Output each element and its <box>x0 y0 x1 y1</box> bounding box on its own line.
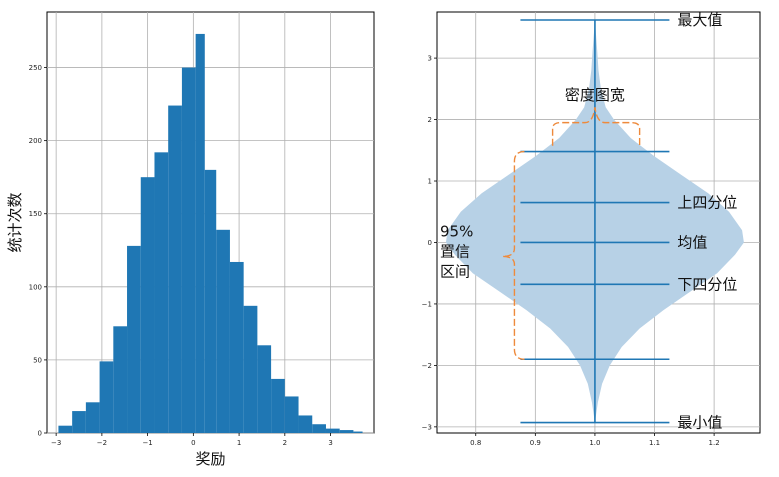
annotation-lower-quartile: 下四分位 <box>677 275 737 293</box>
histogram-bar <box>58 425 73 433</box>
histogram-bar <box>195 33 205 433</box>
histogram-bar <box>140 177 155 433</box>
histogram-bar <box>229 261 244 433</box>
violin-stat-lines <box>520 19 670 424</box>
annotation-ci-line3: 区间 <box>440 262 470 280</box>
annotation-min: 最小值 <box>677 414 722 432</box>
histogram-bar <box>99 361 114 433</box>
histogram-x-tick-label: −3 <box>51 439 61 447</box>
violin-panel: 0.8 0.9 1.0 1.1 1.2 −3 −2 −1 0 1 2 3 最大值 上四分位 均值 下四… <box>422 11 761 447</box>
annotation-max: 最大值 <box>677 11 722 29</box>
annotation-density-width: 密度图宽 <box>565 86 625 104</box>
violin-y-tick-label: 0 <box>428 239 432 247</box>
violin-x-tick-label: 1.2 <box>709 439 720 447</box>
histogram-y-tick-label: 200 <box>29 137 42 145</box>
violin-x-tick-label: 0.8 <box>470 439 481 447</box>
histogram-bar <box>113 326 128 433</box>
histogram-bar <box>154 152 169 434</box>
histogram-bar <box>127 245 141 433</box>
annotation-mean: 均值 <box>677 233 707 251</box>
histogram-bar <box>339 430 354 433</box>
histogram-bar <box>204 169 217 433</box>
violin-x-tick-label: 1.1 <box>649 439 660 447</box>
histogram-bar <box>298 415 313 433</box>
histogram-x-tick-label: 1 <box>237 439 241 447</box>
violin-x-tick-label: 1.0 <box>589 439 600 447</box>
histogram-y-axis-label: 统计次数 <box>6 192 24 252</box>
histogram-bars <box>58 33 363 434</box>
violin-y-tick-label: −2 <box>422 362 432 370</box>
violin-y-tick-label: 3 <box>428 55 432 63</box>
histogram-y-tick-label: 150 <box>29 210 42 218</box>
violin-ticks: 0.8 0.9 1.0 1.1 1.2 −3 −2 −1 0 1 2 3 <box>422 55 720 447</box>
violin-y-tick-label: −1 <box>422 300 432 308</box>
histogram-x-axis-label: 奖励 <box>195 450 225 468</box>
histogram-bar <box>312 424 326 433</box>
confidence-interval-bracket <box>502 150 525 360</box>
histogram-bar <box>85 402 100 433</box>
histogram-bar <box>257 345 272 433</box>
violin-y-tick-label: 2 <box>428 116 432 124</box>
histogram-bar <box>243 305 258 433</box>
histogram-x-tick-label: 0 <box>191 439 195 447</box>
histogram-x-tick-label: 3 <box>328 439 332 447</box>
histogram-bar <box>216 229 230 433</box>
histogram-y-tick-label: 0 <box>38 430 42 438</box>
annotation-ci-line1: 95% <box>440 222 473 240</box>
violin-plot-frame <box>436 11 761 434</box>
histogram-bar <box>353 431 363 433</box>
histogram-y-tick-label: 50 <box>33 356 42 364</box>
histogram-bar <box>168 105 182 434</box>
violin-brackets <box>502 107 641 360</box>
histogram-x-tick-label: −2 <box>97 439 107 447</box>
histogram-bar <box>72 411 86 433</box>
histogram-bar <box>181 67 196 433</box>
histogram-panel: −3 −2 −1 0 1 2 3 0 50 100 150 200 250 奖励 统计次数 <box>6 11 375 468</box>
histogram-bar <box>271 378 285 433</box>
violin-x-tick-label: 0.9 <box>530 439 541 447</box>
density-width-bracket <box>551 107 641 146</box>
violin-y-tick-label: 1 <box>428 178 432 186</box>
histogram-x-tick-label: −1 <box>142 439 152 447</box>
histogram-y-tick-label: 100 <box>29 283 42 291</box>
histogram-x-tick-label: 2 <box>283 439 287 447</box>
histogram-ticks: −3 −2 −1 0 1 2 3 0 50 100 150 200 250 <box>29 64 333 447</box>
histogram-bar <box>284 396 299 433</box>
annotation-ci-line2: 置信 <box>440 242 470 260</box>
histogram-y-tick-label: 250 <box>29 64 42 72</box>
histogram-bar <box>325 428 340 433</box>
annotation-upper-quartile: 上四分位 <box>677 194 737 212</box>
violin-y-tick-label: −3 <box>422 423 432 431</box>
